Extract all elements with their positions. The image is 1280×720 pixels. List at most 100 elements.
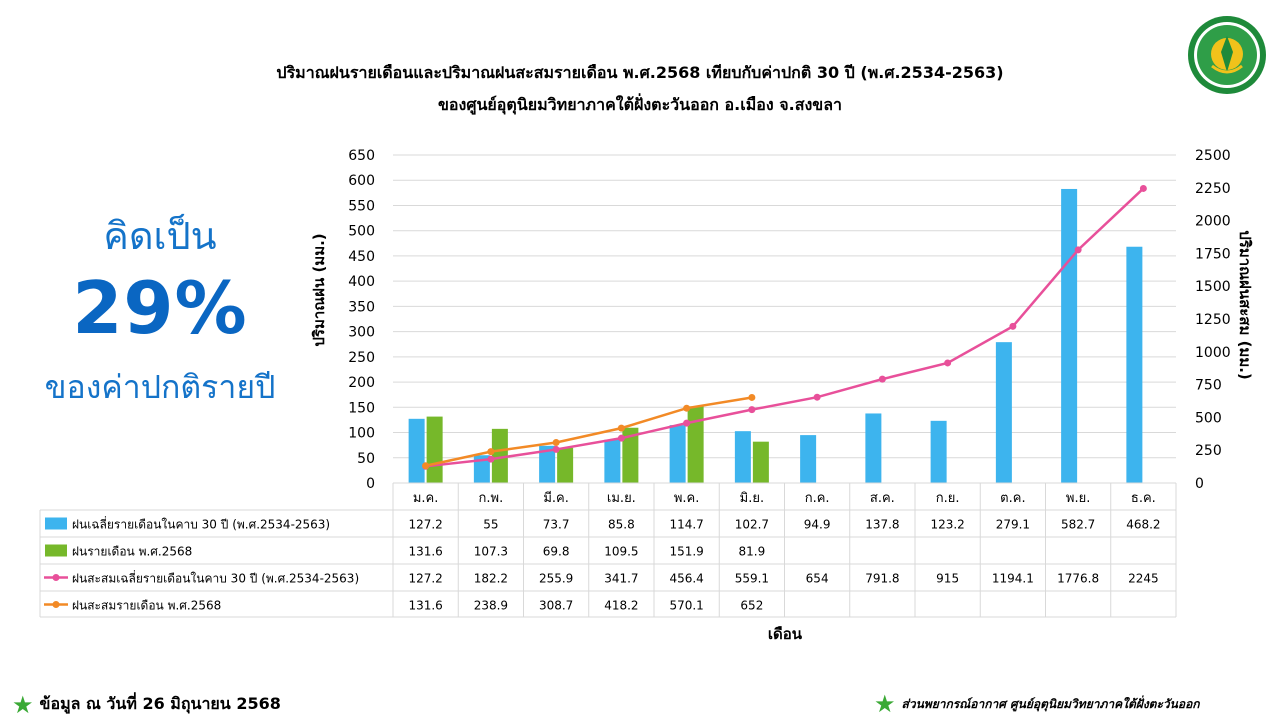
y2-tick-label: 2500 [1195,148,1231,164]
star-icon: ★ [874,690,896,718]
data-value: 791.8 [865,572,899,586]
y-tick-label: 250 [348,350,375,366]
x-tick-label: ก.ค. [805,491,830,506]
y2-tick-label: 1000 [1195,345,1231,361]
legend-swatch [52,574,60,581]
bar [669,425,686,483]
y2-tick-label: 1250 [1195,312,1231,328]
series-point [487,448,495,456]
data-value: 151.9 [669,545,703,559]
bar [800,435,817,483]
y-tick-label: 50 [357,451,375,467]
data-value: 182.2 [474,572,508,586]
y-axis-title: ปริมาณฝน (มม.) [310,233,328,346]
series-point [487,455,495,463]
bar [557,447,574,483]
data-value: 69.8 [543,545,570,559]
data-value: 652 [740,599,763,613]
bar [1126,246,1143,483]
data-value: 123.2 [930,518,964,532]
bar [930,420,947,483]
series-point [944,359,952,367]
footer-source-text: ส่วนพยากรณ์อากาศ ศูนย์อุตุนิยมวิทยาภาคใต… [901,696,1200,711]
series-point [617,424,625,432]
data-value: 131.6 [408,545,442,559]
series-line [425,396,753,467]
y2-tick-label: 1500 [1195,279,1231,295]
x-tick-label: ก.ย. [936,491,960,506]
x-tick-label: ม.ค. [413,491,439,506]
series-point [683,419,691,427]
x-tick-label: พ.ค. [674,491,700,506]
bar [865,413,882,483]
bar [1061,188,1078,483]
data-value: 131.6 [408,599,442,613]
data-value: 559.1 [735,572,769,586]
y-tick-label: 0 [366,476,375,492]
data-value: 81.9 [739,545,766,559]
x-tick-label: ส.ค. [870,491,895,506]
data-value: 1776.8 [1057,572,1099,586]
y-tick-label: 550 [348,198,375,214]
y-tick-label: 600 [348,173,375,189]
x-tick-label: มี.ค. [543,490,569,506]
legend-label: ฝนเฉลี่ยรายเดือนในคาบ 30 ปี (พ.ศ.2534-25… [72,516,330,532]
y-tick-label: 650 [348,148,375,164]
series-point [617,434,625,442]
legend-label: ฝนสะสมรายเดือน พ.ศ.2568 [72,599,221,613]
meteorological-department-logo [1188,16,1266,94]
data-value: 238.9 [474,599,508,613]
chart-title-line1: ปริมาณฝนรายเดือนและปริมาณฝนสะสมรายเดือน … [276,63,1004,82]
series-point [878,375,886,383]
data-value: 127.2 [408,572,442,586]
x-tick-label: มิ.ย. [740,491,764,506]
series-point [748,406,756,414]
x-tick-label: พ.ย. [1066,491,1090,506]
data-value: 456.4 [669,572,703,586]
series-point [552,438,560,446]
bar [734,431,751,483]
y-tick-label: 450 [348,249,375,265]
bar [539,445,556,483]
y-tick-label: 100 [348,426,375,442]
series-point [1009,322,1017,330]
bar [687,406,704,483]
data-value: 127.2 [408,518,442,532]
data-value: 55 [483,518,498,532]
y2-tick-label: 500 [1195,410,1222,426]
series-point [1139,184,1147,192]
series-point [748,393,756,401]
bar [604,439,621,483]
legend-label: ฝนรายเดือน พ.ศ.2568 [72,545,192,559]
series-point [1074,246,1082,254]
y2-tick-label: 250 [1195,443,1222,459]
series-line [425,187,1145,468]
data-value: 1194.1 [992,572,1034,586]
data-value: 102.7 [735,518,769,532]
x-tick-label: เม.ย. [607,491,636,506]
data-value: 279.1 [996,518,1030,532]
data-value: 341.7 [604,572,638,586]
y-tick-label: 300 [348,325,375,341]
y2-tick-label: 2000 [1195,214,1231,230]
series-point [422,462,430,470]
data-value: 109.5 [604,545,638,559]
series-point [552,445,560,453]
x-tick-label: ก.พ. [479,491,504,506]
y2-tick-label: 750 [1195,378,1222,394]
data-value: 73.7 [543,518,570,532]
x-tick-label: ต.ค. [1000,491,1025,506]
bar [473,455,490,483]
data-value: 255.9 [539,572,573,586]
bar [491,428,508,483]
bar [995,342,1012,483]
y-tick-label: 150 [348,400,375,416]
data-value: 468.2 [1126,518,1160,532]
data-value: 418.2 [604,599,638,613]
summary-percent: 29% [72,266,248,350]
chart-title-line2: ของศูนย์อุตุนิยมวิทยาภาคใต้ฝั่งตะวันออก … [437,95,843,114]
x-axis-title: เดือน [768,625,803,643]
legend-swatch [45,517,67,530]
y2-tick-label: 2250 [1195,181,1231,197]
